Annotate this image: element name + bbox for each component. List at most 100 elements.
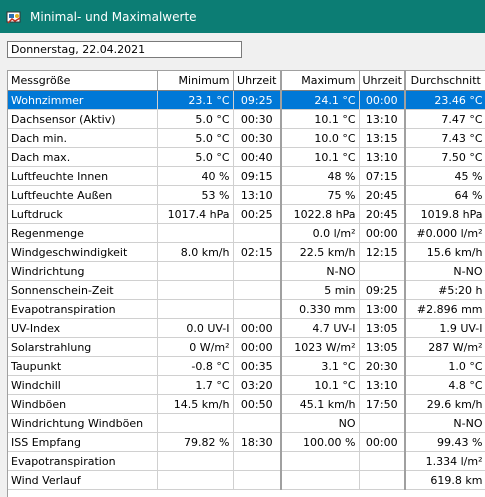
maximum-cell: 24.1 °C (281, 90, 360, 110)
max-time-cell: 12:15 (359, 242, 406, 262)
average-cell: 23.46 °C (405, 90, 485, 110)
max-time-cell: 13:05 (359, 337, 406, 357)
minimum-cell: -0.8 °C (157, 356, 234, 376)
name-cell: Dachsensor (Aktiv) (8, 109, 158, 129)
average-cell: 4.8 °C (405, 375, 485, 395)
max-time-cell (359, 470, 406, 490)
name-cell: Luftdruck (8, 204, 158, 224)
title-bar: Minimal- und Maximalwerte (0, 0, 485, 33)
minimum-cell: 5.0 °C (157, 128, 234, 148)
maximum-cell: 22.5 km/h (281, 242, 360, 262)
name-cell: ISS Empfang (8, 432, 158, 452)
max-time-cell: 20:45 (359, 204, 406, 224)
average-cell: 619.8 km (405, 470, 485, 490)
min-time-cell (233, 299, 282, 319)
max-time-cell: 00:00 (359, 90, 406, 110)
name-cell: Windchill (8, 375, 158, 395)
minimum-cell (157, 280, 234, 300)
name-cell: Evapotranspiration (8, 451, 158, 471)
table-row[interactable]: Dach max. 5.0 °C 00:40 10.1 °C 13:10 7.50 °C (8, 147, 485, 167)
average-cell: 7.43 °C (405, 128, 485, 148)
name-cell: Windböen (8, 394, 158, 414)
table-row[interactable]: Luftfeuchte Außen 53 % 13:10 75 % 20:45 64 % (8, 185, 485, 205)
table-row[interactable]: Wohnzimmer 23.1 °C 09:25 24.1 °C 00:00 23.46 … (8, 90, 485, 110)
minimum-cell (157, 299, 234, 319)
table-row[interactable]: Dachsensor (Aktiv) 5.0 °C 00:30 10.1 °C 13:1… (8, 109, 485, 129)
minimum-cell: 40 % (157, 166, 234, 186)
name-cell: Luftfeuchte Innen (8, 166, 158, 186)
average-cell: 7.47 °C (405, 109, 485, 129)
table-row[interactable]: Evapotranspiration 1.334 l/m² (8, 451, 485, 471)
average-cell: 1.0 °C (405, 356, 485, 376)
table-row[interactable]: Evapotranspiration 0.330 mm 13:00 #2.896 mm (8, 299, 485, 319)
min-time-cell: 00:30 (233, 128, 282, 148)
name-cell: Solarstrahlung (8, 337, 158, 357)
table-row[interactable]: Windböen 14.5 km/h 00:50 45.1 km/h 17:50 29.6… (8, 394, 485, 414)
name-cell: Regenmenge (8, 223, 158, 243)
minimum-cell (157, 413, 234, 433)
table-row[interactable]: UV-Index 0.0 UV-I 00:00 4.7 UV-I 13:05 1.9 UV… (8, 318, 485, 338)
name-cell: Luftfeuchte Außen (8, 185, 158, 205)
table-row[interactable]: Windrichtung N-NO N-NO (8, 261, 485, 281)
name-cell: Evapotranspiration (8, 299, 158, 319)
name-cell: Wohnzimmer (8, 90, 158, 110)
min-time-cell (233, 470, 282, 490)
average-cell: 287 W/m² (405, 337, 485, 357)
window-title: Minimal- und Maximalwerte (30, 9, 197, 24)
name-cell: Windrichtung Windböen (8, 413, 158, 433)
maximum-cell: N-NO (281, 261, 360, 281)
minimum-cell: 8.0 km/h (157, 242, 234, 262)
max-time-cell: 20:45 (359, 185, 406, 205)
name-cell: UV-Index (8, 318, 158, 338)
min-time-cell: 09:25 (233, 90, 282, 110)
name-cell: Dach min. (8, 128, 158, 148)
min-time-cell: 00:25 (233, 204, 282, 224)
column-header-minimum[interactable]: Minimum (157, 71, 234, 91)
min-time-cell: 03:20 (233, 375, 282, 395)
maximum-cell: 48 % (281, 166, 360, 186)
max-time-cell (359, 451, 406, 471)
column-header-maximum[interactable]: Maximum (281, 71, 360, 91)
minimum-cell: 53 % (157, 185, 234, 205)
average-cell: 1.334 l/m² (405, 451, 485, 471)
table-row[interactable]: Regenmenge 0.0 l/m² 00:00 #0.000 l/m² (8, 223, 485, 243)
max-time-cell: 13:00 (359, 299, 406, 319)
average-cell: #0.000 l/m² (405, 223, 485, 243)
column-header-max-time[interactable]: Uhrzeit (359, 71, 406, 91)
name-cell: Wind Verlauf (8, 470, 158, 490)
minimum-cell (157, 223, 234, 243)
table-row[interactable]: Windchill 1.7 °C 03:20 10.1 °C 13:10 4.8 °C (8, 375, 485, 395)
minimum-cell: 1017.4 hPa (157, 204, 234, 224)
min-time-cell: 00:50 (233, 394, 282, 414)
column-header-min-time[interactable]: Uhrzeit (233, 71, 282, 91)
column-header-durchschnitt[interactable]: Durchschnitt (405, 71, 485, 91)
table-row[interactable]: Wind Verlauf 619.8 km (8, 470, 485, 490)
average-cell: 45 % (405, 166, 485, 186)
table-row[interactable]: Luftdruck 1017.4 hPa 00:25 1022.8 hPa 20:45 1… (8, 204, 485, 224)
column-header-messgroesse[interactable]: Messgröße (8, 71, 158, 91)
min-time-cell: 09:15 (233, 166, 282, 186)
min-time-cell: 00:00 (233, 337, 282, 357)
table-row[interactable]: Windrichtung Windböen NO N-NO (8, 413, 485, 433)
max-time-cell: 13:05 (359, 318, 406, 338)
name-cell: Sonnenschein-Zeit (8, 280, 158, 300)
maximum-cell: 1023 W/m² (281, 337, 360, 357)
table-row[interactable]: Taupunkt -0.8 °C 00:35 3.1 °C 20:30 1.0 °C (8, 356, 485, 376)
table-row[interactable]: Solarstrahlung 0 W/m² 00:00 1023 W/m² 13:05 2… (8, 337, 485, 357)
maximum-cell: 0.330 mm (281, 299, 360, 319)
max-time-cell: 13:15 (359, 128, 406, 148)
table-row[interactable]: Sonnenschein-Zeit 5 min 09:25 #5:20 h (8, 280, 485, 300)
max-time-cell: 09:25 (359, 280, 406, 300)
table-row[interactable]: Luftfeuchte Innen 40 % 09:15 48 % 07:15 45 % (8, 166, 485, 186)
min-time-cell: 00:40 (233, 147, 282, 167)
minimum-cell: 5.0 °C (157, 147, 234, 167)
date-field[interactable]: Donnerstag, 22.04.2021 (7, 41, 242, 58)
table-row[interactable]: ISS Empfang 79.82 % 18:30 100.00 % 00:00 99.4… (8, 432, 485, 452)
minimum-cell: 0 W/m² (157, 337, 234, 357)
min-time-cell: 00:35 (233, 356, 282, 376)
table-row[interactable]: Dach min. 5.0 °C 00:30 10.0 °C 13:15 7.43 °C (8, 128, 485, 148)
minimum-cell: 79.82 % (157, 432, 234, 452)
table-row[interactable]: Windgeschwindigkeit 8.0 km/h 02:15 22.5 km/… (8, 242, 485, 262)
min-time-cell: 13:10 (233, 185, 282, 205)
max-time-cell: 07:15 (359, 166, 406, 186)
